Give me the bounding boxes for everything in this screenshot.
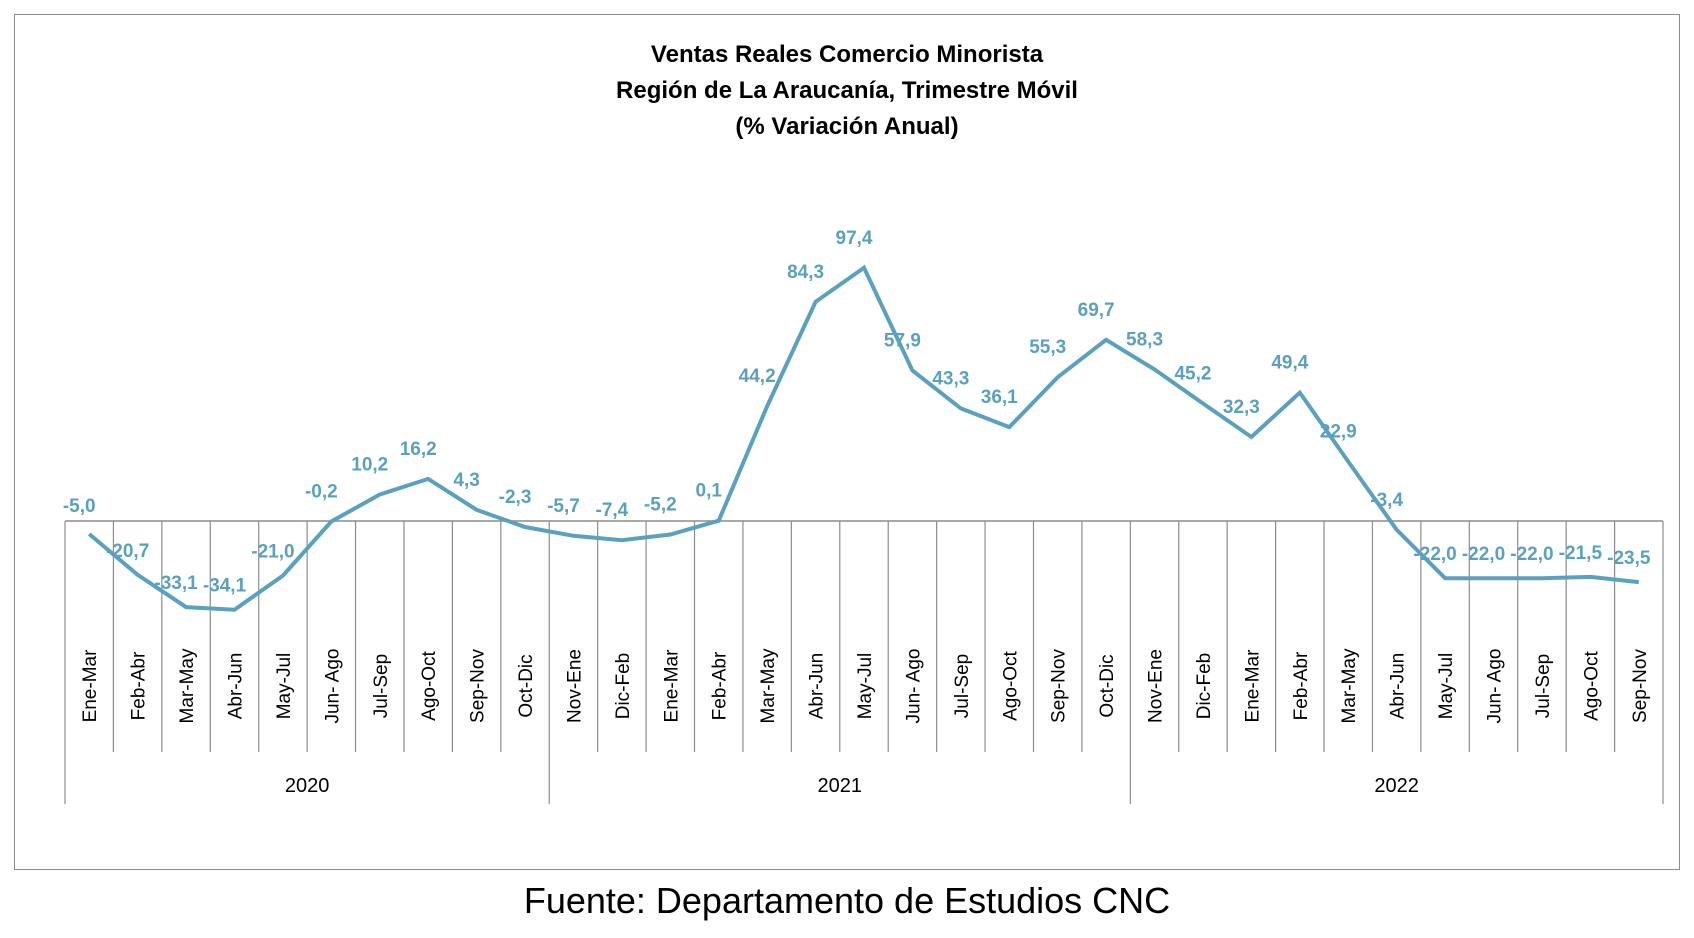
x-tick-label: Dic-Feb [613,653,634,720]
chart-title-line: (% Variación Anual) [735,113,958,140]
data-label: 4,3 [453,470,479,491]
x-tick-label: May-Jul [1436,653,1457,720]
data-label: -21,0 [251,542,294,563]
data-label: -5,0 [63,496,96,517]
x-tick-label: Abr-Jun [225,653,246,720]
x-tick-label: Jun- Ago [1485,649,1506,724]
data-label: 32,3 [1223,397,1260,418]
data-label: 16,2 [400,439,437,460]
x-tick-label: Jul-Sep [952,654,973,718]
chart-title-line: Región de La Araucanía, Trimestre Móvil [616,77,1078,104]
data-label: 97,4 [836,228,873,249]
data-label: 43,3 [932,368,969,389]
year-group-label: 2020 [285,775,330,797]
x-tick-label: May-Jul [274,653,295,720]
x-tick-label: Sep-Nov [1630,649,1651,723]
x-tick-label: Sep-Nov [468,649,489,723]
data-label: 69,7 [1078,300,1115,321]
source-note: Fuente: Departamento de Estudios CNC [523,880,1171,921]
data-label: 45,2 [1174,363,1211,384]
data-label: 0,1 [696,481,723,502]
x-tick-label: Jun- Ago [322,649,343,724]
data-label: -5,2 [644,495,677,516]
x-tick-label: Oct-Dic [1097,654,1118,717]
x-tick-label: Oct-Dic [516,654,537,717]
data-label: 36,1 [981,387,1018,408]
data-label: -3,4 [1370,490,1403,511]
data-label: 84,3 [787,262,824,283]
year-group-label: 2021 [818,775,863,797]
x-tick-label: Nov-Ene [1146,649,1167,723]
data-label: -7,4 [596,500,629,521]
x-tick-label: Ago-Oct [419,650,440,720]
x-tick-label: Ago-Oct [1000,650,1021,720]
data-label: -34,1 [203,576,247,597]
x-tick-label: Ene-Mar [1242,649,1263,723]
data-label: 10,2 [351,454,388,475]
x-tick-label: Nov-Ene [564,649,585,723]
x-tick-label: Sep-Nov [1049,649,1070,723]
x-tick-label: Dic-Feb [1194,653,1215,720]
x-tick-label: Feb-Abr [1291,651,1312,720]
chart-title-line: Ventas Reales Comercio Minorista [651,41,1044,68]
data-label: 44,2 [739,366,776,387]
x-tick-label: Abr-Jun [807,653,828,720]
data-label: -22,0 [1510,544,1553,565]
series-line [87,264,1640,612]
data-label: -23,5 [1607,548,1651,569]
data-label: -22,0 [1413,544,1456,565]
data-label: -20,7 [106,541,149,562]
x-tick-label: Jul-Sep [1533,654,1554,718]
x-tick-label: Abr-Jun [1388,653,1409,720]
x-tick-label: Jul-Sep [371,654,392,718]
x-tick-label: Ene-Mar [661,649,682,723]
x-tick-label: May-Jul [855,653,876,720]
line-chart: Ventas Reales Comercio Minorista Región d… [63,41,1664,804]
x-tick-label: Feb-Abr [710,651,731,720]
data-label: -5,7 [547,496,580,517]
year-group-label: 2022 [1374,775,1419,797]
x-tick-label: Mar-May [177,648,198,723]
x-tick-label: Feb-Abr [129,651,150,720]
data-label: -33,1 [154,573,198,594]
data-label: -21,5 [1559,543,1603,564]
data-label: -0,2 [305,482,338,503]
chart-frame [14,14,1680,870]
data-label: 57,9 [884,330,921,351]
x-tick-label: Mar-May [758,648,779,723]
data-label: -22,0 [1462,544,1505,565]
x-tick-label: Ene-Mar [80,649,101,723]
data-label: -2,3 [499,487,532,508]
data-label: 58,3 [1126,329,1163,350]
x-tick-label: Jun- Ago [903,649,924,724]
data-label: 22,9 [1320,421,1357,442]
data-label: 49,4 [1271,353,1308,374]
data-label: 55,3 [1029,337,1066,358]
x-tick-label: Ago-Oct [1581,650,1602,720]
x-tick-label: Mar-May [1339,648,1360,723]
